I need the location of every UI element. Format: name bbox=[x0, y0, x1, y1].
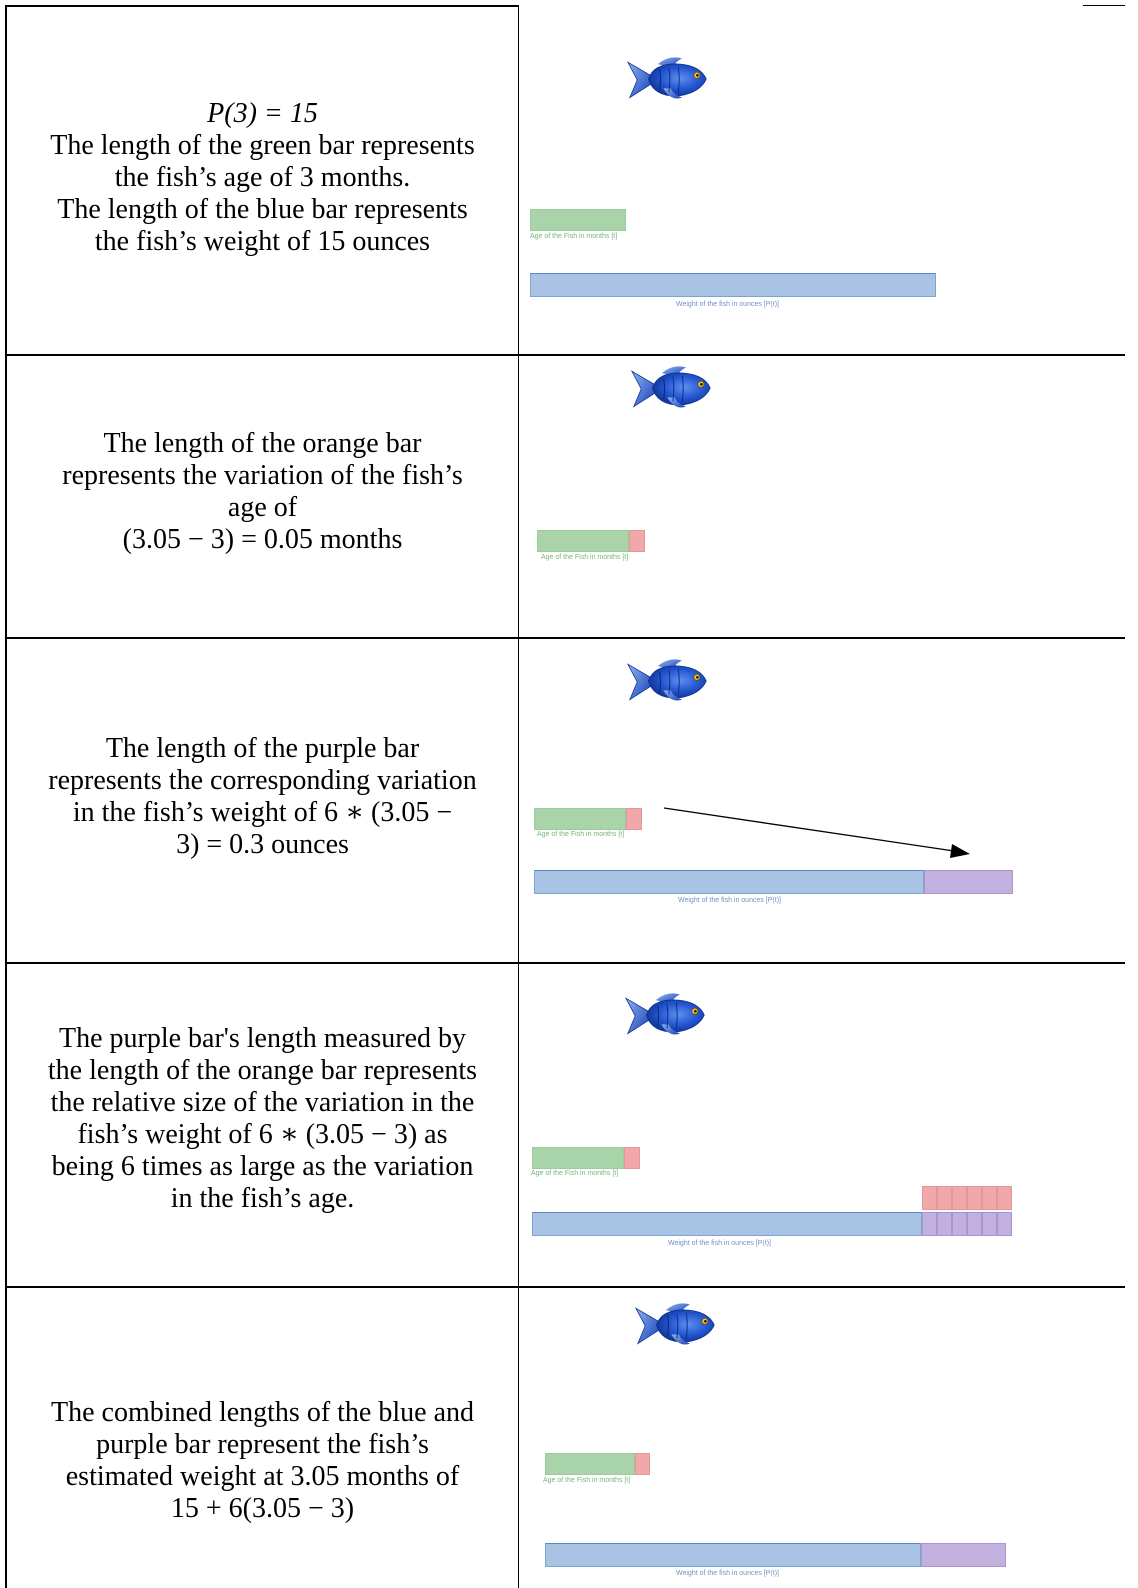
row-5-text: The combined lengths of the blue and pur… bbox=[10, 1397, 515, 1525]
weight-variation-unit-1 bbox=[922, 1212, 937, 1236]
weight-bar-label: Weight of the fish in ounces [P(t)] bbox=[668, 1240, 771, 1247]
age-variation-unit-2 bbox=[937, 1186, 952, 1210]
age-variation-bar bbox=[624, 1147, 640, 1169]
row-1-line-5: the fish’s weight of 15 ounces bbox=[94, 226, 431, 257]
row-2-line-4: (3.05 − 3) = 0.05 months bbox=[122, 524, 403, 555]
age-variation-unit-3 bbox=[952, 1186, 967, 1210]
row-4-line-4: fish’s weight of 6 ∗ (3.05 − 3) as bbox=[77, 1119, 448, 1150]
arrow-icon bbox=[663, 807, 970, 858]
row-2-line-2: represents the variation of the fish’s bbox=[62, 460, 463, 491]
age-bar bbox=[530, 209, 626, 231]
table-top-border bbox=[5, 5, 519, 7]
fish-icon bbox=[624, 990, 708, 1040]
weight-bar-label: Weight of the fish in ounces [P(t)] bbox=[678, 897, 781, 904]
age-bar bbox=[537, 530, 629, 552]
weight-variation-unit-4 bbox=[967, 1212, 982, 1236]
row-divider-3 bbox=[5, 962, 1125, 964]
weight-variation-unit-3 bbox=[952, 1212, 967, 1236]
row-2-line-3: age of bbox=[227, 492, 298, 523]
age-bar-label: Age of the Fish in months [t] bbox=[537, 831, 625, 838]
weight-variation-bar bbox=[924, 870, 1013, 894]
column-divider bbox=[518, 6, 519, 1588]
row-4-line-6: in the fish’s age. bbox=[170, 1183, 355, 1214]
weight-bar bbox=[545, 1543, 921, 1567]
age-variation-unit-6 bbox=[997, 1186, 1012, 1210]
row-4-line-3: the relative size of the variation in th… bbox=[50, 1087, 475, 1118]
row-4-line-1: The purple bar's length measured by bbox=[58, 1023, 467, 1054]
age-variation-bar bbox=[626, 808, 642, 830]
fish-icon bbox=[630, 363, 714, 413]
row-4-line-2: the length of the orange bar represents bbox=[47, 1055, 478, 1086]
weight-variation-unit-6 bbox=[997, 1212, 1012, 1236]
row-divider-1 bbox=[5, 354, 1125, 356]
fish-icon bbox=[626, 54, 710, 104]
row-divider-2 bbox=[5, 637, 1125, 639]
row-1-line-1: P(3) = 15 bbox=[207, 98, 318, 129]
row-3-text: The length of the purple bar represents … bbox=[10, 733, 515, 861]
weight-bar-label: Weight of the fish in ounces [P(t)] bbox=[676, 1570, 779, 1577]
row-5-line-1: The combined lengths of the blue and bbox=[51, 1397, 474, 1428]
row-1-text: P(3) = 15 The length of the green bar re… bbox=[10, 98, 515, 258]
row-3-line-4: 3) = 0.3 ounces bbox=[176, 829, 349, 860]
row-4-line-5: being 6 times as large as the variation bbox=[51, 1151, 474, 1182]
age-variation-bar bbox=[629, 530, 645, 552]
row-3-line-1: The length of the purple bar bbox=[105, 733, 420, 764]
table-top-border-right bbox=[1083, 5, 1125, 6]
row-5-line-3: estimated weight at 3.05 months of bbox=[65, 1461, 460, 1492]
weight-bar bbox=[534, 870, 924, 894]
age-bar-label: Age of the Fish in months [t] bbox=[531, 1170, 619, 1177]
age-bar bbox=[545, 1453, 635, 1475]
weight-variation-unit-5 bbox=[982, 1212, 997, 1236]
age-bar bbox=[534, 808, 626, 830]
row-5-line-4: 15 + 6(3.05 − 3) bbox=[170, 1493, 355, 1524]
age-bar-label: Age of the Fish in months [t] bbox=[530, 233, 618, 240]
row-3-line-3: in the fish’s weight of 6 ∗ (3.05 − bbox=[72, 797, 453, 828]
row-1-line-2: The length of the green bar represents bbox=[50, 130, 475, 161]
age-variation-unit-4 bbox=[967, 1186, 982, 1210]
age-variation-unit-1 bbox=[922, 1186, 937, 1210]
fish-icon bbox=[634, 1300, 718, 1350]
weight-variation-unit-2 bbox=[937, 1212, 952, 1236]
weight-bar bbox=[532, 1212, 922, 1236]
row-5-line-2: purple bar represent the fish’s bbox=[96, 1429, 429, 1460]
row-3-line-2: represents the corresponding variation bbox=[48, 765, 477, 796]
table-left-border bbox=[5, 6, 7, 1588]
age-bar bbox=[532, 1147, 624, 1169]
row-divider-4 bbox=[5, 1286, 1125, 1288]
age-bar-label: Age of the Fish in months [t] bbox=[541, 554, 629, 561]
age-variation-bar bbox=[635, 1453, 650, 1475]
row-1-line-3: the fish’s age of 3 months. bbox=[114, 162, 411, 193]
weight-bar-label: Weight of the fish in ounces [P(t)] bbox=[676, 301, 779, 308]
row-2-line-1: The length of the orange bar bbox=[103, 428, 422, 459]
row-4-text: The purple bar's length measured by the … bbox=[10, 1023, 515, 1215]
row-2-text: The length of the orange bar represents … bbox=[10, 428, 515, 556]
age-bar-label: Age of the Fish in months [t] bbox=[543, 1477, 631, 1484]
weight-bar bbox=[530, 273, 936, 297]
age-variation-unit-5 bbox=[982, 1186, 997, 1210]
row-1-line-4: The length of the blue bar represents bbox=[57, 194, 468, 225]
fish-icon bbox=[626, 656, 710, 706]
weight-variation-bar bbox=[921, 1543, 1006, 1567]
